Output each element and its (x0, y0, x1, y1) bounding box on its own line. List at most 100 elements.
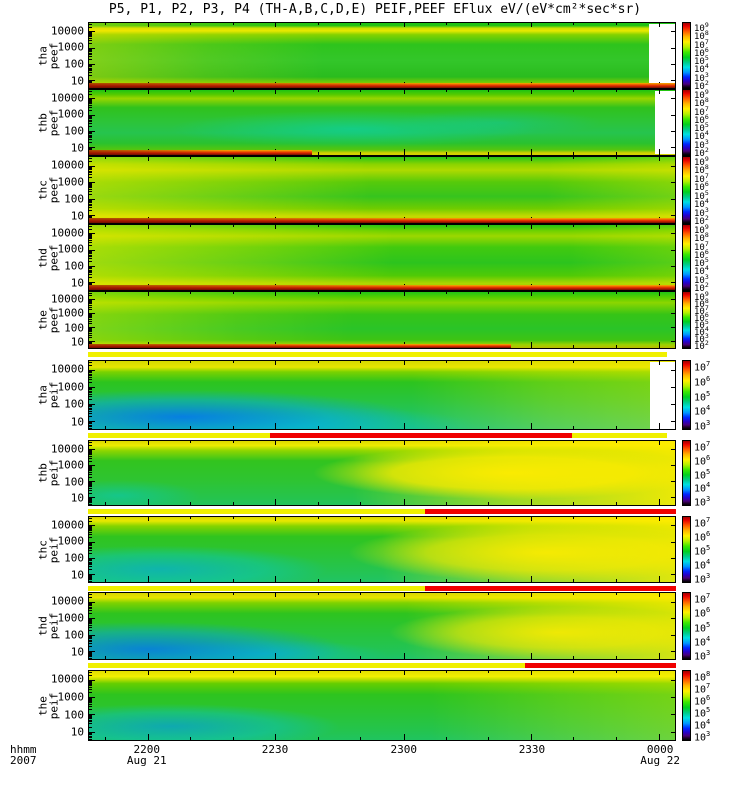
y-minor-tick (89, 334, 92, 336)
y-minor-tick (89, 719, 92, 721)
y-minor-tick (89, 374, 92, 376)
mode-bar-yellow-segment (88, 352, 668, 357)
y-minor-tick (89, 500, 92, 502)
colorbar-tick-label: 108 (694, 297, 709, 310)
y-tick-label: 10000 (50, 91, 84, 105)
y-minor-tick (89, 562, 92, 564)
y-major-tick (89, 403, 95, 405)
x-major-tick (403, 23, 405, 27)
y-minor-tick (89, 254, 92, 256)
y-tick-label: 1000 (57, 175, 85, 189)
y-minor-tick (89, 569, 92, 571)
y-minor-tick (89, 299, 92, 301)
colorbar-tick-label: 108 (694, 231, 709, 245)
x-minor-tick (317, 517, 319, 519)
y-minor-tick (89, 132, 92, 134)
x-minor-tick (232, 579, 234, 582)
colorbar-thb-peif (682, 440, 691, 506)
x-major-tick (147, 82, 149, 88)
y-major-tick (89, 282, 95, 284)
no-data-region (649, 24, 675, 83)
y-minor-tick (89, 671, 92, 673)
y-minor-tick (89, 172, 92, 174)
panel-plot-thd-peif (88, 592, 676, 660)
y-minor-tick (89, 167, 92, 169)
y-minor-tick (89, 646, 92, 648)
colorbar-tick-label: 105 (694, 54, 709, 68)
x-minor-tick (104, 737, 106, 740)
mode-bar-red-segment (424, 509, 676, 514)
y-major-tick (671, 299, 675, 301)
y-minor-tick (89, 407, 92, 409)
y-minor-tick (89, 309, 92, 311)
colorbar-tick-label: 104 (694, 264, 709, 278)
y-minor-tick (89, 576, 92, 578)
x-axis-tick-label: 2230 (261, 743, 289, 756)
colorbar-tick-label: 107 (694, 304, 709, 317)
x-minor-tick (190, 287, 192, 290)
x-minor-tick (615, 23, 617, 25)
y-tick-label: 10 (70, 74, 84, 88)
colorbar-tick-label: 106 (694, 247, 709, 261)
y-minor-tick (89, 152, 92, 154)
y-minor-tick (89, 421, 92, 423)
colorbar-tick-label: 107 (694, 440, 711, 454)
y-minor-tick (89, 415, 92, 417)
x-minor-tick (573, 671, 575, 673)
y-minor-tick (89, 109, 92, 111)
x-minor-tick (190, 152, 192, 155)
y-minor-tick (89, 545, 92, 547)
y-minor-tick (89, 36, 92, 38)
x-minor-tick (104, 345, 106, 348)
x-minor-tick (317, 737, 319, 740)
y-minor-tick (89, 67, 92, 69)
y-major-tick (671, 249, 675, 251)
colorbar-tick-label: 102 (694, 146, 709, 159)
y-minor-tick (89, 699, 92, 701)
y-major-tick (89, 341, 95, 343)
x-major-tick (275, 734, 277, 740)
y-minor-tick (89, 149, 92, 151)
y-minor-tick (89, 250, 92, 252)
x-minor-tick (445, 593, 447, 595)
x-minor-tick (573, 225, 575, 227)
x-major-tick (275, 217, 277, 223)
x-major-tick (275, 593, 277, 597)
x-major-tick (147, 292, 149, 296)
x-major-tick (147, 284, 149, 290)
x-minor-tick (190, 23, 192, 25)
y-minor-tick (89, 199, 92, 201)
x-minor-tick (360, 90, 362, 92)
colorbar-tick-label: 104 (694, 481, 711, 495)
y-major-tick (89, 114, 95, 116)
y-minor-tick (89, 160, 92, 162)
mode-bar-red-segment (524, 663, 676, 668)
x-minor-tick (573, 157, 575, 159)
y-tick-label: 10000 (50, 594, 84, 608)
x-minor-tick (573, 517, 575, 519)
y-minor-tick (89, 123, 92, 125)
x-minor-tick (104, 152, 106, 155)
y-minor-tick (89, 99, 92, 101)
x-minor-tick (488, 593, 490, 595)
y-minor-tick (89, 220, 92, 222)
y-minor-tick (89, 251, 92, 253)
colorbar-tick-label: 106 (694, 311, 709, 324)
y-minor-tick (89, 482, 92, 484)
y-major-tick (671, 697, 675, 699)
x-minor-tick (445, 441, 447, 443)
y-minor-tick (89, 546, 92, 548)
y-major-tick (671, 47, 675, 49)
x-major-tick (147, 423, 149, 429)
x-minor-tick (104, 90, 106, 92)
y-minor-tick (89, 558, 92, 560)
x-major-tick (531, 292, 533, 296)
y-major-tick (89, 449, 95, 451)
x-minor-tick (317, 292, 319, 294)
x-minor-tick (615, 225, 617, 227)
y-minor-tick (89, 85, 92, 87)
y-minor-tick (89, 503, 92, 505)
y-minor-tick (89, 50, 92, 52)
y-minor-tick (89, 26, 92, 28)
x-minor-tick (317, 671, 319, 673)
